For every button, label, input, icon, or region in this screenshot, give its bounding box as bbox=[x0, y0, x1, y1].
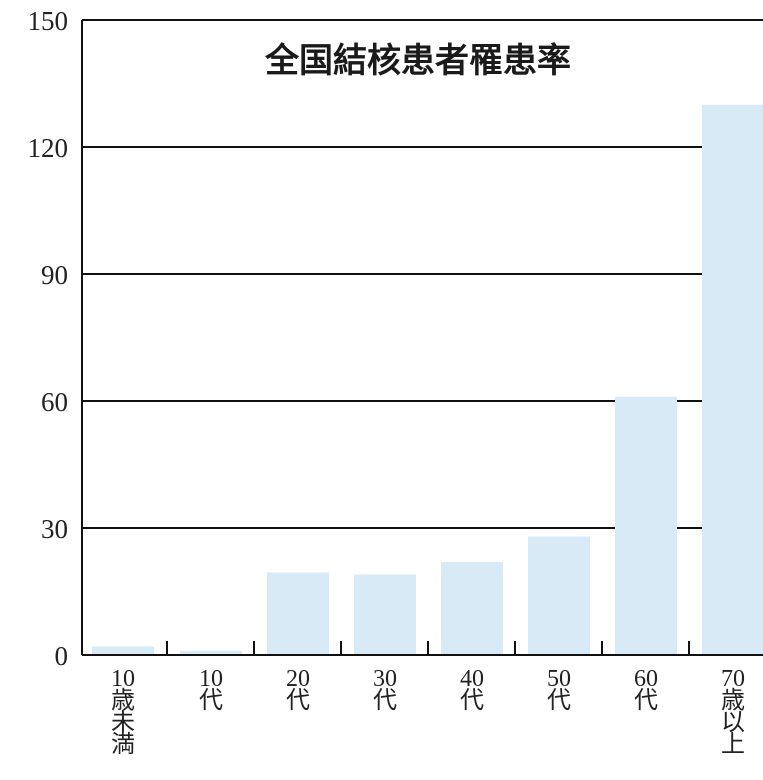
grid-layer bbox=[82, 147, 703, 528]
x-category-label: 20代 bbox=[286, 666, 310, 714]
bar bbox=[702, 105, 763, 655]
bar-layer bbox=[92, 105, 763, 655]
y-tick-label: 150 bbox=[28, 6, 69, 36]
bar bbox=[354, 575, 416, 655]
y-tick-labels: 0 30 60 90 120 150 bbox=[28, 6, 69, 671]
chart-title: 全国結核患者罹患率 bbox=[264, 41, 571, 81]
x-category-label-part: 代 bbox=[286, 687, 310, 714]
y-tick-label: 90 bbox=[41, 260, 68, 290]
x-category-label: 60代 bbox=[634, 666, 658, 714]
x-category-label-part: 代 bbox=[199, 687, 223, 714]
y-tick-label: 60 bbox=[41, 387, 68, 417]
x-category-label-part: 満 bbox=[111, 731, 135, 758]
x-category-label-part: 代 bbox=[460, 687, 484, 714]
x-category-label: 50代 bbox=[547, 666, 571, 714]
x-category-label: 30代 bbox=[373, 666, 397, 714]
y-tick-label: 30 bbox=[41, 514, 68, 544]
x-category-label-part: 代 bbox=[373, 687, 397, 714]
x-category-label-part: 上 bbox=[721, 731, 745, 758]
y-tick-label: 120 bbox=[28, 133, 69, 163]
y-tick-label: 0 bbox=[55, 641, 69, 671]
bar bbox=[528, 536, 590, 655]
bar bbox=[267, 572, 329, 655]
bar bbox=[615, 397, 677, 655]
x-category-label: 10代 bbox=[199, 666, 223, 714]
x-category-label-part: 代 bbox=[634, 687, 658, 714]
x-category-label: 40代 bbox=[460, 666, 484, 714]
x-category-label-part: 代 bbox=[547, 687, 571, 714]
bar bbox=[441, 562, 503, 655]
bar bbox=[92, 647, 154, 655]
